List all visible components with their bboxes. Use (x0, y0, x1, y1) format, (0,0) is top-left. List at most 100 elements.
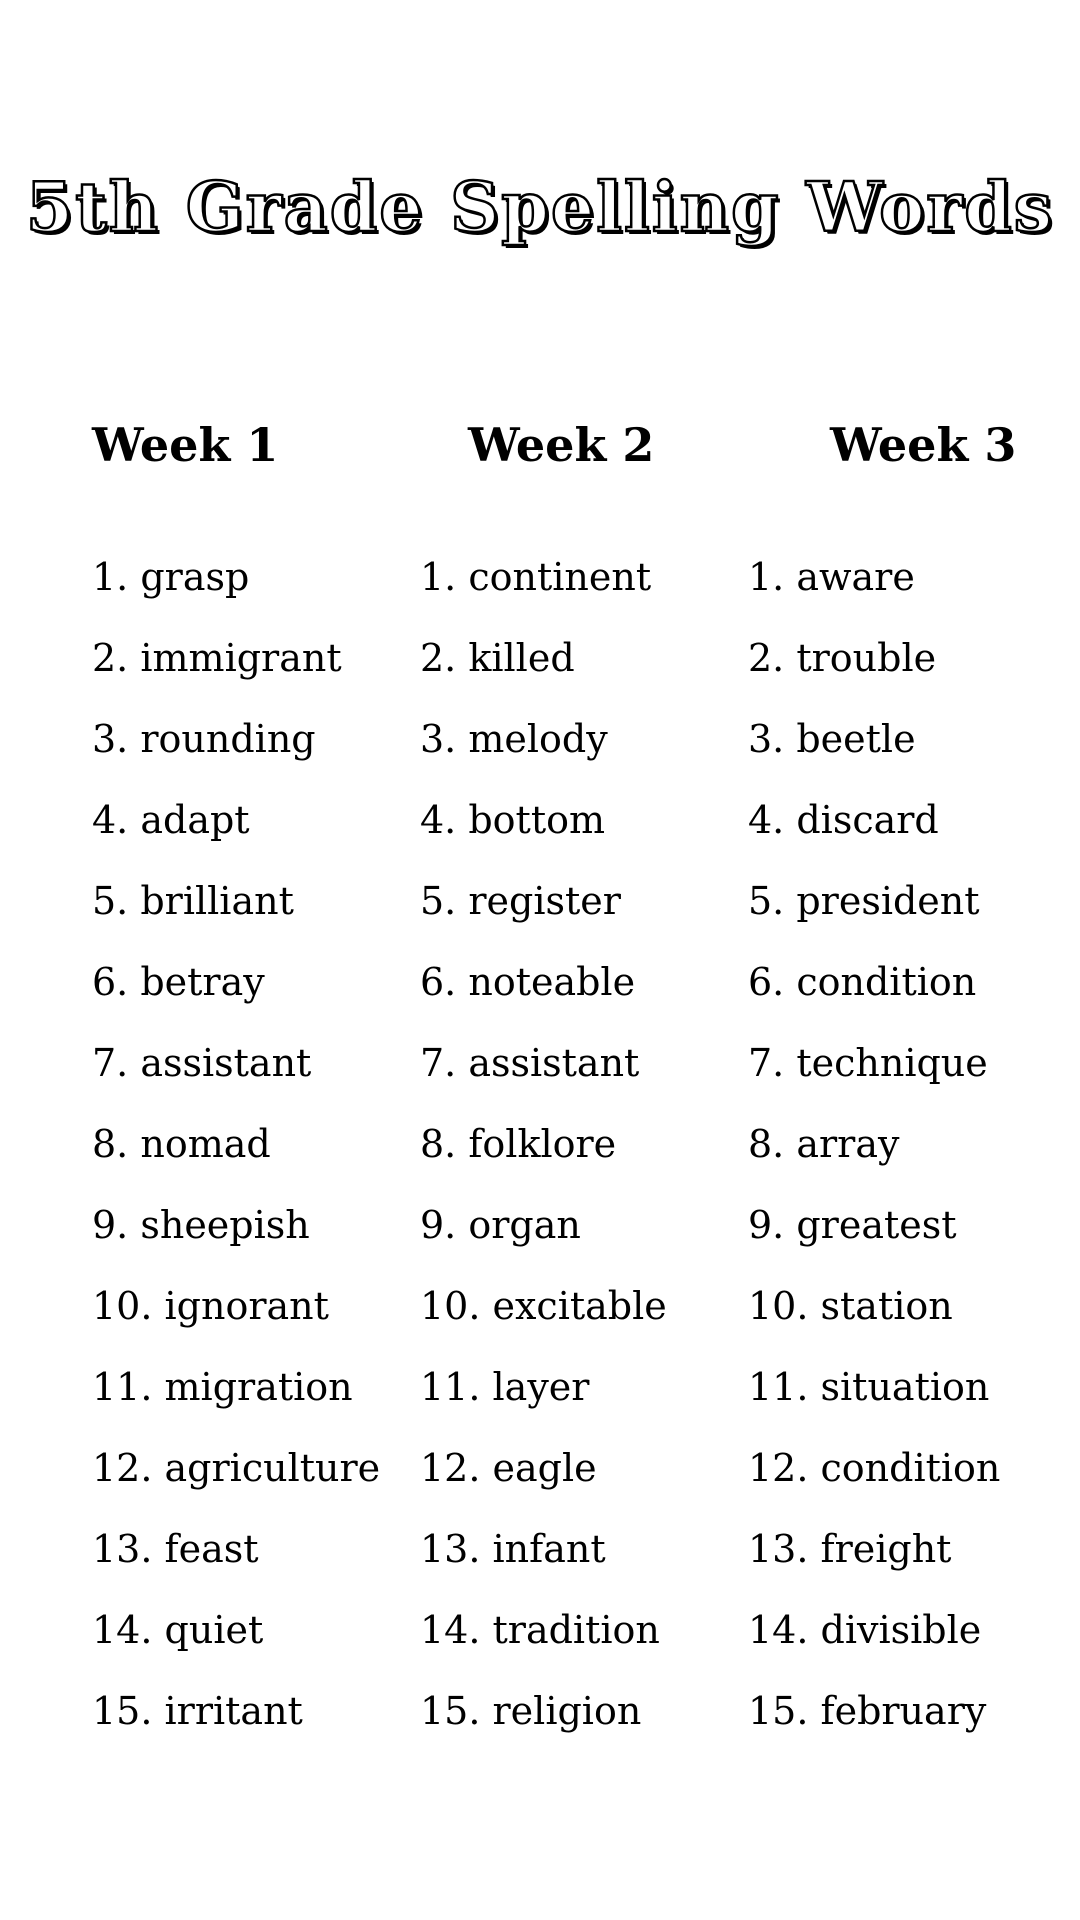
word-text: ignorant (164, 1284, 329, 1328)
word-number: 15. (748, 1689, 821, 1733)
word-number: 7. (748, 1041, 797, 1085)
word-number: 11. (92, 1365, 165, 1409)
word-number: 12. (420, 1446, 493, 1490)
word-text: adapt (140, 798, 250, 842)
word-number: 1. (92, 555, 141, 599)
word-text: melody (468, 717, 608, 761)
word-item: 15. irritant (92, 1671, 422, 1752)
word-list-3: 1. aware 2. trouble 3. beetle 4. discard 5. … (748, 537, 1078, 1752)
word-number: 1. (748, 555, 797, 599)
word-text: migration (164, 1365, 353, 1409)
word-item: 4. discard (748, 780, 1078, 861)
word-text: irritant (164, 1689, 303, 1733)
word-item: 1. aware (748, 537, 1078, 618)
word-number: 3. (420, 717, 469, 761)
week-column-3: Week 3 1. aware 2. trouble 3. beetle 4. disc… (748, 420, 1078, 1752)
word-text: betray (140, 960, 265, 1004)
word-number: 15. (92, 1689, 165, 1733)
page-title: 5th Grade Spelling Words (25, 167, 1055, 250)
word-item: 5. register (420, 861, 750, 942)
word-number: 2. (748, 636, 797, 680)
word-text: assistant (140, 1041, 312, 1085)
word-text: aware (796, 555, 915, 599)
word-text: continent (468, 555, 652, 599)
word-item: 3. beetle (748, 699, 1078, 780)
word-number: 8. (748, 1122, 797, 1166)
word-item: 10. ignorant (92, 1266, 422, 1347)
word-item: 10. excitable (420, 1266, 750, 1347)
word-item: 1. continent (420, 537, 750, 618)
word-item: 15. religion (420, 1671, 750, 1752)
word-number: 7. (92, 1041, 141, 1085)
word-text: assistant (468, 1041, 640, 1085)
word-item: 14. quiet (92, 1590, 422, 1671)
word-number: 7. (420, 1041, 469, 1085)
word-text: station (820, 1284, 953, 1328)
word-number: 14. (92, 1608, 165, 1652)
word-number: 4. (748, 798, 797, 842)
word-number: 6. (92, 960, 141, 1004)
word-text: technique (796, 1041, 988, 1085)
word-list-1: 1. grasp 2. immigrant 3. rounding 4. adapt 5… (92, 537, 422, 1752)
word-text: tradition (492, 1608, 660, 1652)
word-item: 14. tradition (420, 1590, 750, 1671)
word-text: divisible (820, 1608, 982, 1652)
word-item: 9. organ (420, 1185, 750, 1266)
word-item: 3. rounding (92, 699, 422, 780)
week-header-1: Week 1 (92, 418, 279, 472)
word-number: 1. (420, 555, 469, 599)
word-item: 2. killed (420, 618, 750, 699)
word-text: grasp (140, 555, 250, 599)
word-text: nomad (140, 1122, 271, 1166)
word-item: 13. feast (92, 1509, 422, 1590)
word-number: 2. (420, 636, 469, 680)
word-text: excitable (492, 1284, 667, 1328)
word-number: 8. (92, 1122, 141, 1166)
word-text: folklore (468, 1122, 617, 1166)
word-text: trouble (796, 636, 937, 680)
word-number: 11. (420, 1365, 493, 1409)
word-text: quiet (164, 1608, 264, 1652)
word-number: 13. (92, 1527, 165, 1571)
word-text: infant (492, 1527, 606, 1571)
word-number: 9. (420, 1203, 469, 1247)
word-item: 11. layer (420, 1347, 750, 1428)
word-number: 6. (748, 960, 797, 1004)
word-text: situation (820, 1365, 990, 1409)
word-text: eagle (492, 1446, 597, 1490)
word-text: organ (468, 1203, 581, 1247)
word-number: 2. (92, 636, 141, 680)
word-number: 6. (420, 960, 469, 1004)
word-text: condition (820, 1446, 1001, 1490)
word-item: 12. eagle (420, 1428, 750, 1509)
word-item: 14. divisible (748, 1590, 1078, 1671)
word-item: 6. noteable (420, 942, 750, 1023)
word-text: immigrant (140, 636, 342, 680)
word-text: brilliant (140, 879, 294, 923)
word-number: 3. (92, 717, 141, 761)
word-number: 11. (748, 1365, 821, 1409)
word-item: 8. folklore (420, 1104, 750, 1185)
word-number: 8. (420, 1122, 469, 1166)
word-number: 10. (92, 1284, 165, 1328)
word-text: feast (164, 1527, 259, 1571)
word-item: 7. technique (748, 1023, 1078, 1104)
word-item: 3. melody (420, 699, 750, 780)
word-text: freight (820, 1527, 952, 1571)
word-number: 14. (748, 1608, 821, 1652)
word-text: beetle (796, 717, 916, 761)
word-number: 4. (92, 798, 141, 842)
word-text: killed (468, 636, 575, 680)
word-item: 11. migration (92, 1347, 422, 1428)
word-item: 11. situation (748, 1347, 1078, 1428)
word-item: 5. president (748, 861, 1078, 942)
word-number: 3. (748, 717, 797, 761)
word-number: 5. (748, 879, 797, 923)
word-item: 4. bottom (420, 780, 750, 861)
word-number: 13. (420, 1527, 493, 1571)
word-item: 10. station (748, 1266, 1078, 1347)
word-text: agriculture (164, 1446, 381, 1490)
week-header-3: Week 3 (830, 418, 1017, 472)
word-item: 7. assistant (92, 1023, 422, 1104)
